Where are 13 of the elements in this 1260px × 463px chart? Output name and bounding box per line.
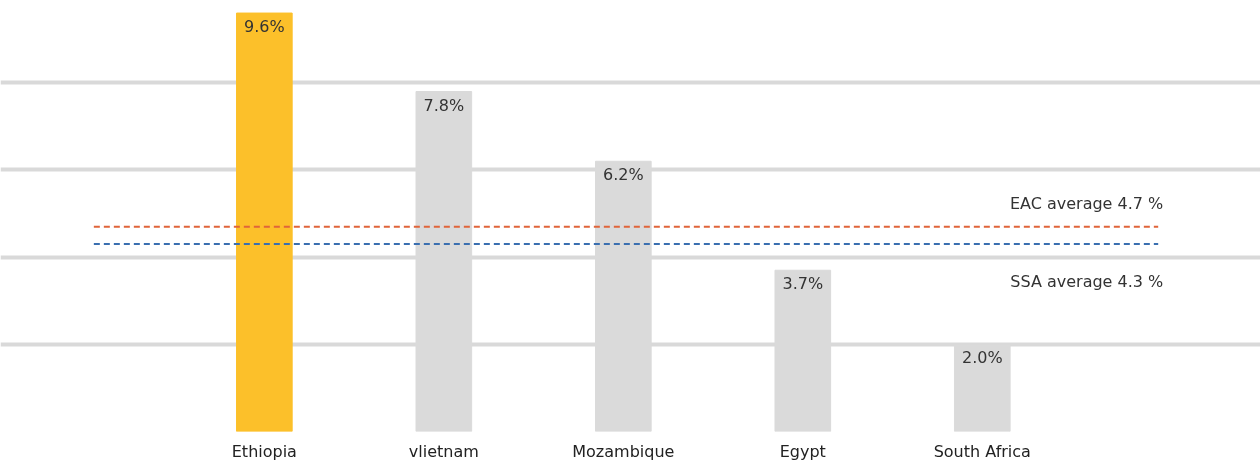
x-tick-label: Egypt	[779, 441, 826, 461]
data-label: 9.6%	[244, 17, 285, 37]
x-tick-label: South Africa	[933, 441, 1031, 461]
x-tick-label: Ethiopia	[231, 441, 297, 461]
x-tick-label: vlietnam	[408, 441, 479, 461]
data-label: 3.7%	[782, 274, 824, 294]
bar	[236, 12, 293, 432]
data-label: 7.8%	[423, 95, 465, 115]
ref-line-label: EAC average 4.7 %	[1009, 193, 1164, 213]
ref-line-label: SSA average 4.3 %	[1010, 272, 1164, 292]
data-label: 2.0%	[961, 348, 1003, 368]
x-tick-label: Mozambique	[572, 441, 675, 461]
data-label: 6.2%	[603, 165, 644, 185]
